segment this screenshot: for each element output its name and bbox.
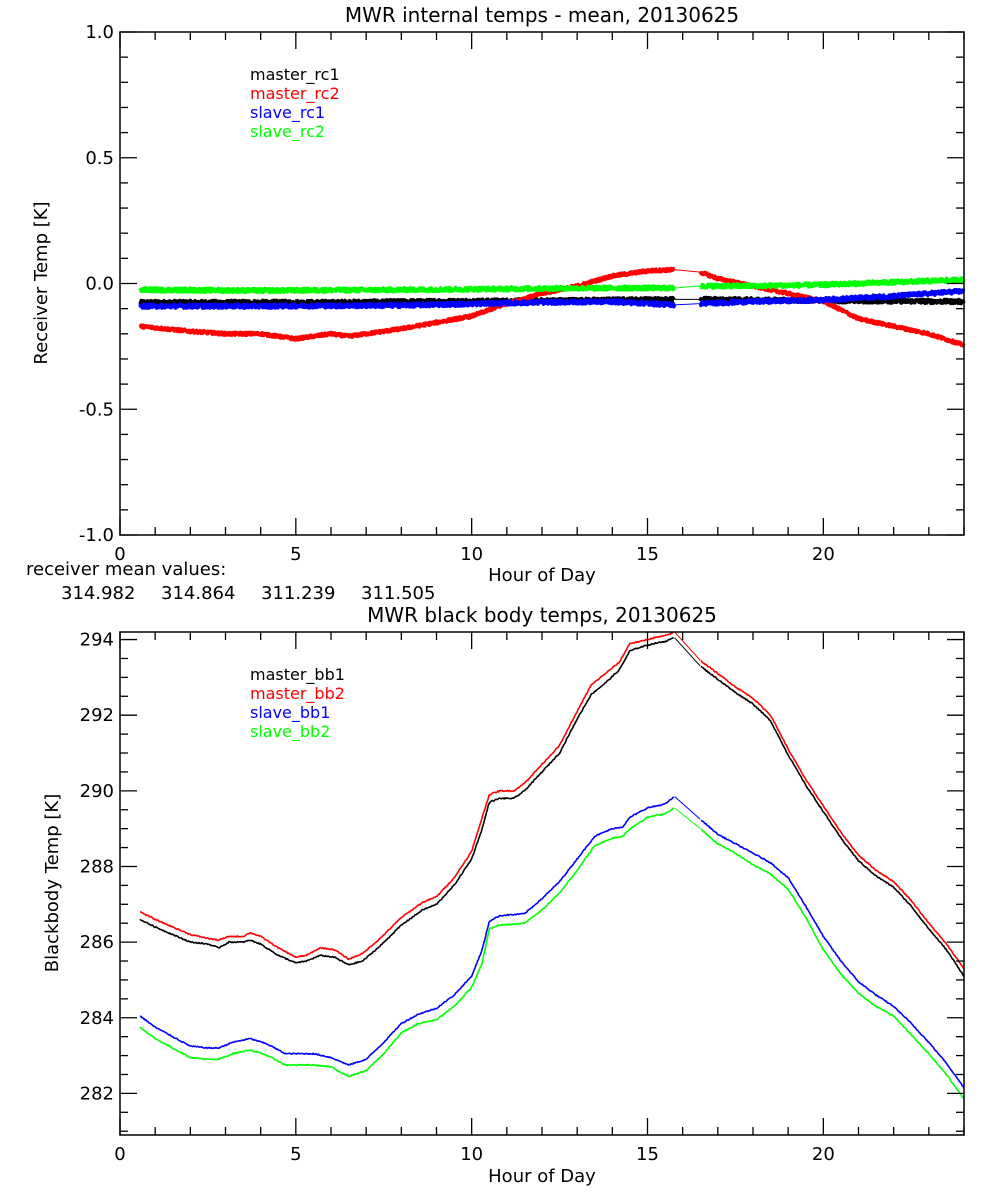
legend-slave-bb1: slave_bb1	[250, 703, 330, 723]
x-tick-label: 0	[114, 544, 125, 565]
bottom-legend: master_bb1 master_bb2 slave_bb1 slave_bb…	[250, 665, 345, 742]
x-tick-label: 20	[812, 544, 835, 565]
series-gap-line-master-rc2	[674, 269, 701, 273]
x-tick-label: 15	[636, 1144, 659, 1165]
series-gap-line-slave-bb2	[674, 807, 701, 830]
legend-master-bb1: master_bb1	[250, 665, 345, 685]
receiver-series-group	[138, 266, 966, 348]
bottom-x-axis-label: Hour of Day	[488, 1166, 596, 1187]
series-gap-line-slave-rc2	[674, 285, 701, 289]
legend-slave-rc2: slave_rc2	[250, 122, 325, 142]
y-tick-label: 0.5	[85, 148, 114, 169]
top-y-axis-label: Receiver Temp [K]	[31, 201, 52, 364]
top-chart-title: MWR internal temps - mean, 20130625	[345, 3, 739, 27]
receiver-mean-label: receiver mean values:	[26, 559, 226, 580]
receiver-mean-value-slave-rc1: 311.239	[261, 583, 335, 604]
series-line-slave-rc1	[698, 287, 966, 308]
x-tick-label: 0	[114, 1144, 125, 1165]
bottom-plot-frame	[119, 631, 965, 1136]
series-line-master-bb1	[139, 637, 674, 966]
legend-slave-rc1: slave_rc1	[250, 103, 325, 123]
series-gap-line-master-bb2	[674, 631, 701, 661]
legend-slave-bb2: slave_bb2	[250, 722, 330, 742]
series-line-slave-bb2	[139, 807, 675, 1078]
legend-master-rc1: master_rc1	[250, 65, 340, 85]
series-line-master-bb2	[139, 631, 674, 961]
series-line-slave-bb2	[700, 828, 965, 1099]
receiver-mean-annotation: receiver mean values: 314.982 314.864 31…	[26, 559, 435, 604]
y-tick-label: 288	[80, 856, 114, 877]
top-legend: master_rc1 master_rc2 slave_rc1 slave_rc…	[250, 65, 340, 142]
series-line-slave-rc2	[699, 276, 966, 290]
receiver-mean-value-master-rc1: 314.982	[61, 583, 135, 604]
series-line-master-bb2	[700, 660, 965, 969]
y-tick-label: 290	[80, 781, 114, 802]
x-tick-label: 5	[290, 544, 301, 565]
y-tick-label: 286	[80, 932, 114, 953]
blackbody-temp-panel: MWR black body temps, 20130625 0 5 10 15 20 2…	[42, 603, 965, 1187]
receiver-temp-panel: MWR internal temps - mean, 20130625 0 5 10…	[26, 3, 966, 604]
series-gap-line-slave-rc1	[674, 303, 701, 306]
receiver-mean-value-master-rc2: 314.864	[161, 583, 235, 604]
bottom-y-axis-label: Blackbody Temp [K]	[42, 794, 63, 972]
bottom-chart-title: MWR black body temps, 20130625	[367, 603, 717, 627]
legend-master-rc2: master_rc2	[250, 84, 340, 104]
series-gap-line-master-bb1	[674, 637, 701, 667]
legend-master-bb2: master_bb2	[250, 684, 345, 704]
y-tick-label: 1.0	[85, 22, 114, 43]
bottom-axis-ticks: 0 5 10 15 20 282 284 286 288 290 292 294	[80, 630, 965, 1165]
receiver-mean-value-slave-rc2: 311.505	[361, 583, 435, 604]
y-tick-label: 284	[80, 1008, 114, 1029]
y-tick-label: 292	[80, 705, 114, 726]
x-tick-label: 5	[290, 1144, 301, 1165]
series-line-slave-bb1	[139, 796, 675, 1066]
series-line-slave-rc1	[138, 297, 677, 310]
x-tick-label: 20	[812, 1144, 835, 1165]
series-line-slave-bb1	[700, 819, 965, 1089]
series-line-master-rc2	[138, 266, 676, 342]
y-tick-label: 0.0	[85, 274, 114, 295]
y-tick-label: 294	[80, 630, 114, 651]
x-tick-label: 10	[460, 544, 483, 565]
y-tick-label: 282	[80, 1083, 114, 1104]
series-line-master-bb1	[700, 665, 965, 977]
top-x-axis-label: Hour of Day	[488, 565, 596, 586]
y-tick-label: -0.5	[79, 399, 114, 420]
x-tick-label: 15	[636, 544, 659, 565]
y-tick-label: -1.0	[79, 525, 114, 546]
series-line-slave-rc2	[138, 284, 676, 295]
blackbody-series-group	[139, 631, 965, 1099]
x-tick-label: 10	[460, 1144, 483, 1165]
series-gap-line-slave-bb1	[674, 796, 701, 820]
top-axis-ticks: 0 5 10 15 20 -1.0 -0.5 0.0 0.5 1.0	[79, 22, 965, 565]
